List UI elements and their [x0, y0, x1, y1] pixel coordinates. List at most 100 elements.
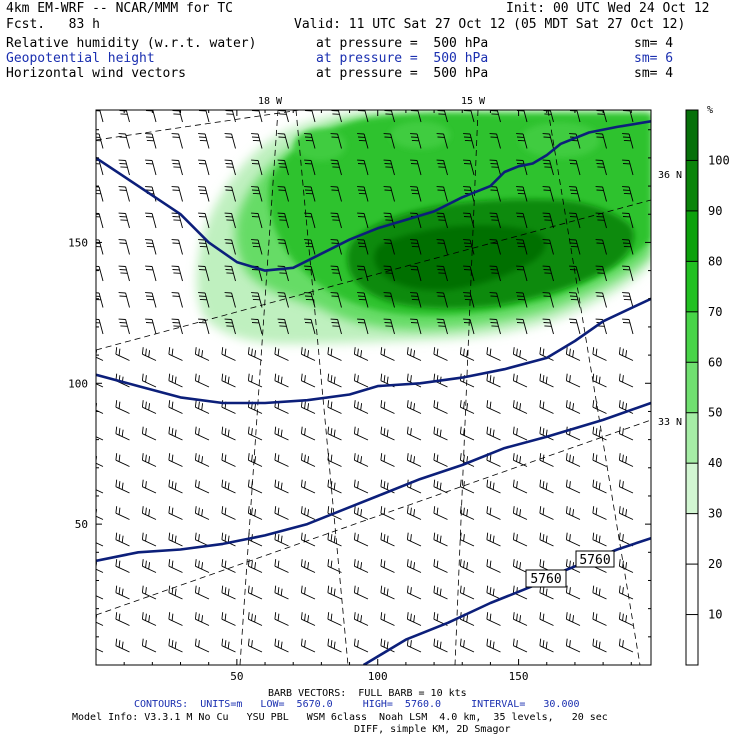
- wind-barb: [300, 612, 316, 626]
- valid-time: Valid: 11 UTC Sat 27 Oct 12 (05 MDT Sat …: [294, 17, 686, 32]
- wind-barb: [383, 159, 395, 176]
- wind-barb: [486, 426, 501, 441]
- wind-barb: [221, 453, 236, 467]
- wind-barb: [595, 265, 607, 282]
- wind-barb: [353, 638, 369, 653]
- wind-barb: [569, 318, 581, 335]
- wind-barb: [380, 453, 395, 467]
- wind-barb: [327, 347, 342, 361]
- wind-barb: [172, 110, 183, 123]
- wind-barb: [486, 559, 501, 573]
- wind-barb: [357, 239, 369, 255]
- wind-barb: [410, 265, 422, 282]
- wind-barb: [330, 265, 342, 282]
- x-tick-label: 50: [230, 670, 243, 683]
- wind-barb: [145, 133, 157, 149]
- wind-barb: [145, 212, 157, 229]
- wind-barb: [618, 638, 634, 653]
- wind-barb: [194, 453, 210, 467]
- wind-barb: [115, 638, 130, 653]
- wind-barb: [436, 265, 448, 282]
- wind-barb: [542, 265, 554, 282]
- wind-barb: [592, 426, 607, 441]
- forecast-hour: Fcst. 83 h: [6, 17, 100, 32]
- wind-barb: [592, 373, 607, 388]
- wind-barb: [327, 426, 342, 441]
- wind-barb: [331, 110, 342, 123]
- wind-barb: [406, 532, 422, 547]
- colorbar-tick-label: 10: [708, 608, 722, 622]
- wind-barb: [96, 110, 104, 123]
- wind-barb: [406, 559, 422, 573]
- wind-barb: [410, 239, 422, 255]
- wind-barb: [489, 133, 501, 149]
- latitude-line: [96, 199, 651, 351]
- wind-barb: [622, 212, 634, 229]
- wind-barb: [622, 159, 634, 176]
- wind-barb: [327, 453, 342, 467]
- wind-barb: [224, 318, 236, 335]
- colorbar-segment: [686, 362, 698, 413]
- wind-barb: [171, 239, 183, 255]
- wind-barb: [592, 532, 607, 547]
- wind-barb: [118, 318, 130, 335]
- wind-barb: [247, 585, 263, 600]
- wind-barb: [168, 506, 183, 520]
- wind-barb: [410, 159, 422, 176]
- wind-barb: [251, 110, 263, 123]
- wind-barb: [406, 585, 422, 600]
- wind-barb: [622, 292, 634, 308]
- wind-barb: [304, 186, 316, 202]
- wind-barb: [433, 426, 448, 441]
- wind-barb: [141, 506, 157, 520]
- wind-barb: [383, 265, 395, 282]
- wind-barb: [436, 239, 448, 255]
- wind-barb: [353, 347, 369, 361]
- wind-barb: [486, 585, 501, 600]
- wind-barb: [357, 110, 369, 123]
- wind-barb: [198, 159, 210, 176]
- height-contour: [96, 401, 651, 563]
- wind-barb: [618, 347, 634, 361]
- wind-barb: [171, 212, 183, 229]
- wind-barb: [145, 159, 157, 176]
- wind-barb: [277, 212, 289, 229]
- plot-axes: 50 100 150 50 100 150: [68, 109, 652, 683]
- wind-barb: [539, 479, 554, 494]
- contour-label-1: 5760: [575, 550, 615, 568]
- wind-barb: [380, 373, 395, 388]
- longitude-line: [295, 110, 349, 665]
- wind-barb: [383, 212, 395, 229]
- wind-barb: [516, 186, 528, 202]
- field-rh-name: Relative humidity (w.r.t. water): [6, 36, 257, 51]
- wind-barb: [542, 186, 554, 202]
- wind-barb: [512, 426, 528, 441]
- wind-barb: [618, 559, 634, 573]
- wind-barb: [433, 638, 448, 653]
- wind-barb: [459, 400, 475, 414]
- wind-barb: [277, 292, 289, 308]
- wind-barb: [330, 159, 342, 176]
- wind-barb: [459, 479, 475, 494]
- wind-barb: [115, 453, 130, 467]
- wind-barb: [406, 400, 422, 414]
- wind-barb: [516, 265, 528, 282]
- colorbar-segment: [686, 564, 698, 615]
- wind-barb: [459, 506, 475, 520]
- wind-barb: [459, 532, 475, 547]
- wind-barb: [353, 532, 369, 547]
- wind-barb: [516, 159, 528, 176]
- wind-barb: [145, 239, 157, 255]
- wind-barb: [622, 239, 634, 255]
- wind-barb: [596, 110, 607, 123]
- wind-barb: [542, 318, 554, 335]
- wind-barb: [194, 612, 210, 626]
- wind-barb: [618, 400, 634, 414]
- wind-barb: [383, 186, 395, 202]
- wind-barb: [592, 585, 607, 600]
- field-wind-sm: sm= 4: [634, 66, 674, 81]
- wind-barb: [330, 239, 342, 255]
- wind-barb: [304, 265, 316, 282]
- wind-barb: [194, 506, 210, 520]
- wind-barb: [410, 318, 422, 335]
